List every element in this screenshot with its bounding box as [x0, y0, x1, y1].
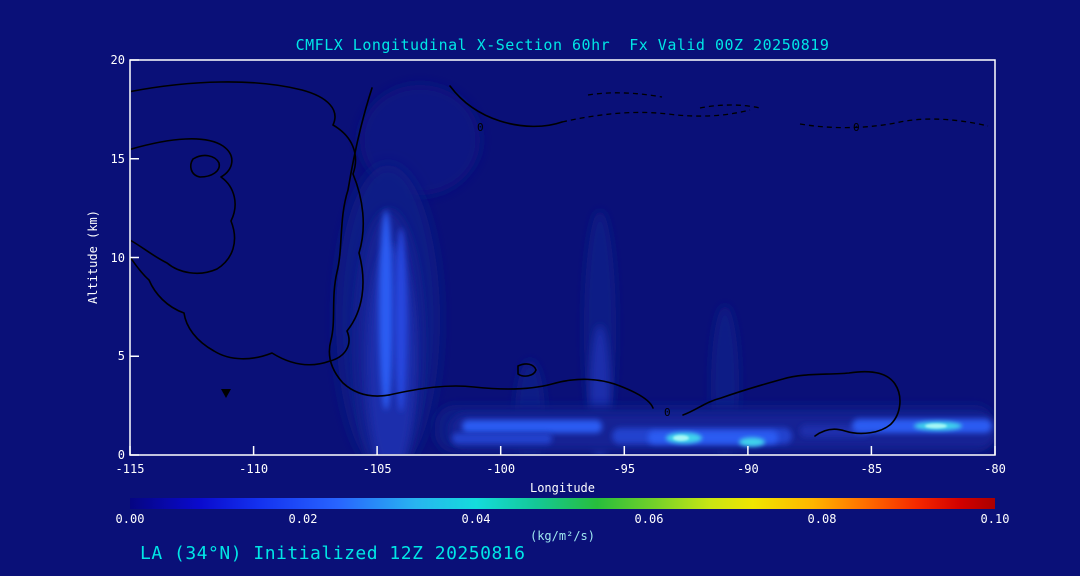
x-tick-label: -90 [737, 462, 759, 476]
colorbar [130, 498, 995, 509]
contour-label-group: 0 0 0 [477, 121, 860, 419]
x-tick-label: -115 [115, 462, 145, 476]
dashed-line-contours [561, 92, 989, 129]
x-axis-title: Longitude [529, 481, 596, 495]
filled-contour-shading [336, 85, 994, 454]
y-tick-label: 20 [110, 53, 125, 67]
line-contours [131, 81, 901, 437]
x-tick-label: -95 [613, 462, 636, 476]
x-tick-label: -100 [486, 462, 516, 476]
axes-frame [129, 59, 996, 456]
x-tick-label: -80 [984, 462, 1006, 476]
x-tick-label: -105 [362, 462, 392, 476]
x-tick-label: -110 [239, 462, 269, 476]
colorbar-tick-label: 0.08 [807, 512, 837, 526]
colorbar-tick-label: 0.02 [288, 512, 318, 526]
colorbar-tick-label: 0.06 [634, 512, 664, 526]
initialization-annotation: LA (34°N) Initialized 12Z 20250816 [140, 543, 526, 564]
contour-label: 0 [664, 406, 671, 419]
x-tick-label: -85 [860, 462, 883, 476]
plot-title: CMFLX Longitudinal X-Section 60hr Fx Val… [295, 36, 830, 54]
y-tick-label: 0 [117, 448, 125, 462]
colorbar-tick-label: 0.04 [461, 512, 491, 526]
downdraft-marker [221, 389, 231, 398]
colorbar-tick-label: 0.00 [115, 512, 145, 526]
y-tick-label: 5 [117, 349, 125, 364]
colorbar-unit-label: (kg/m²/s) [529, 529, 596, 543]
contour-label: 0 [477, 121, 484, 134]
contour-label: 0 [853, 121, 860, 134]
colorbar-tick-label: 0.10 [980, 512, 1010, 526]
y-tick-label: 10 [110, 250, 125, 265]
y-tick-label: 15 [110, 151, 125, 166]
